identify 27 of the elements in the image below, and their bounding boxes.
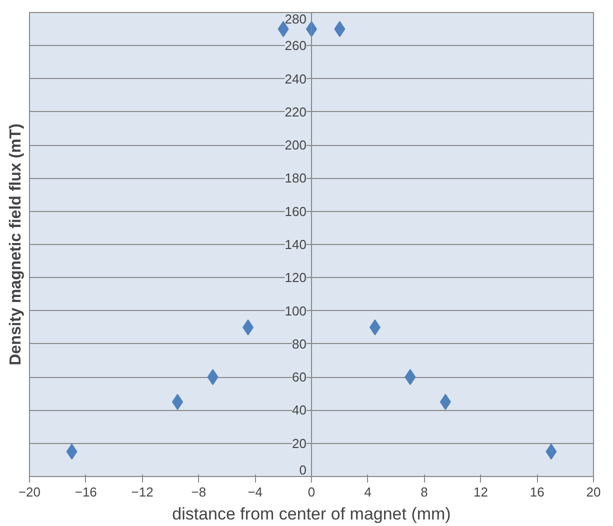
x-tick-label: 4 [364, 484, 372, 500]
y-tick-label: 140 [284, 237, 307, 252]
x-tick-label: −12 [131, 484, 154, 500]
y-tick-label: 260 [284, 38, 307, 54]
y-tick-label: 80 [292, 336, 307, 352]
x-axis-title: distance from center of magnet (mm) [172, 504, 451, 524]
y-tick-label: 120 [284, 270, 307, 286]
x-tick-label: 16 [530, 484, 544, 500]
y-tick-label: 200 [284, 138, 307, 153]
y-tick-label: 240 [284, 71, 307, 86]
y-axis-title: Density magnetic field flux (mT) [8, 124, 24, 366]
x-tick-label: 12 [473, 484, 488, 500]
x-tick-label: −4 [248, 484, 263, 500]
y-tick-label: 160 [284, 204, 307, 219]
y-tick-label: 180 [284, 170, 307, 186]
x-tick-label: −20 [18, 484, 41, 500]
y-tick-label: 40 [292, 402, 307, 418]
y-tick-label: 280 [284, 12, 307, 26]
y-tick-label: 60 [292, 370, 307, 385]
y-tick-label: 20 [292, 436, 307, 451]
y-tick-label: 100 [284, 303, 307, 318]
y-tick-label: 220 [284, 104, 307, 120]
x-tick-label: 8 [420, 484, 428, 500]
x-tick-label: 20 [586, 484, 601, 500]
x-tick-label: −16 [74, 484, 97, 500]
y-tick-label: 0 [299, 462, 307, 478]
x-tick-label: −8 [191, 484, 206, 500]
